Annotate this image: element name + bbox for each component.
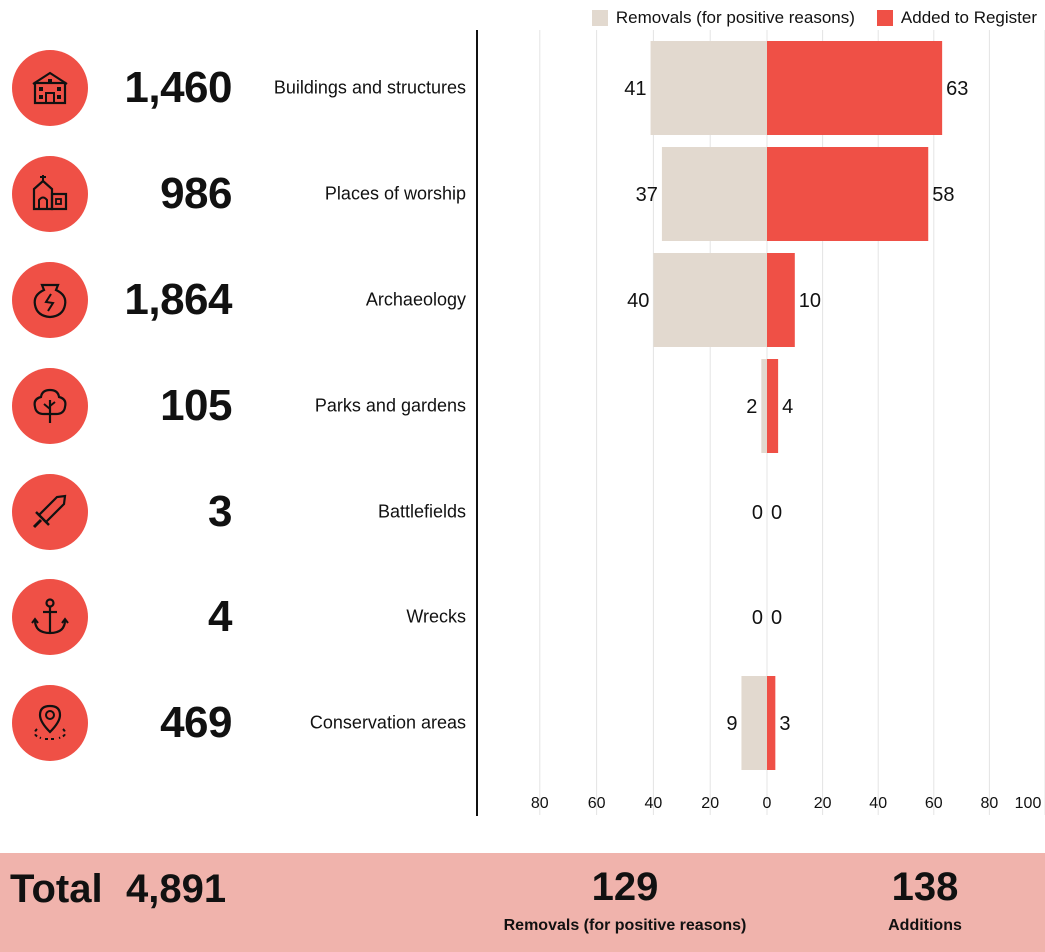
x-tick-label: 40 <box>869 795 887 812</box>
category-label: Buildings and structures <box>273 77 466 98</box>
removals-value-label: 41 <box>624 78 646 100</box>
anchor-icon <box>12 579 88 655</box>
additions-total: 138 Additions <box>850 865 1000 935</box>
removals-bar <box>741 676 767 770</box>
removals-value-label: 2 <box>746 396 757 418</box>
category-label: Archaeology <box>365 289 466 310</box>
category-row: 105 Parks and gardens <box>0 356 480 456</box>
tree-icon <box>12 368 88 444</box>
x-tick-label: 40 <box>645 795 663 812</box>
x-tick-label: 20 <box>814 795 832 812</box>
x-tick-label: 80 <box>981 795 999 812</box>
added-value-label: 10 <box>799 290 821 312</box>
category-row: 1,864 Archaeology <box>0 250 480 350</box>
removals-value-label: 9 <box>726 713 737 735</box>
added-bar <box>767 41 943 135</box>
church-icon <box>12 156 88 232</box>
legend: Removals (for positive reasons) Added to… <box>570 8 1037 28</box>
removals-bar <box>661 147 767 241</box>
category-count: 1,460 <box>124 63 232 112</box>
added-value-label: 63 <box>946 78 968 100</box>
removals-value-label: 37 <box>636 184 658 206</box>
additions-total-label: Additions <box>888 917 962 934</box>
added-value-label: 0 <box>771 607 782 629</box>
legend-swatch-removals <box>591 10 608 26</box>
category-count: 4 <box>208 592 232 641</box>
category-count: 986 <box>160 169 232 218</box>
legend-item-removals: Removals (for positive reasons) <box>591 8 855 28</box>
x-tick-label: 0 <box>763 795 772 812</box>
category-row: 1,460 Buildings and structures <box>0 38 480 138</box>
urn-icon <box>12 262 88 338</box>
legend-item-added: Added to Register <box>876 8 1037 28</box>
removals-bar <box>650 41 767 135</box>
added-value-label: 3 <box>779 713 790 735</box>
total-value: 4,891 <box>126 867 227 911</box>
x-tick-label: 80 <box>531 795 549 812</box>
category-label: Conservation areas <box>309 712 466 733</box>
x-tick-label: 60 <box>925 795 943 812</box>
category-count: 1,864 <box>124 275 232 324</box>
legend-swatch-added <box>876 10 893 26</box>
removals-value-label: 40 <box>627 290 649 312</box>
added-value-label: 58 <box>932 184 954 206</box>
category-panel: 1,460 Buildings and structures 986 Places o… <box>0 0 480 820</box>
category-count: 3 <box>208 487 232 536</box>
category-label: Places of worship <box>324 183 466 204</box>
removals-bar <box>761 359 767 453</box>
removals-bar <box>653 253 767 347</box>
added-value-label: 4 <box>782 396 793 418</box>
category-row: 4 Wrecks <box>0 567 480 667</box>
category-row: 469 Conservation areas <box>0 673 480 773</box>
category-count: 469 <box>160 698 232 747</box>
x-tick-label: 100 <box>1015 795 1042 812</box>
category-label: Battlefields <box>377 501 466 522</box>
added-bar <box>767 253 795 347</box>
x-tick-label: 20 <box>701 795 719 812</box>
map-pin-icon <box>12 685 88 761</box>
x-tick-label: 60 <box>588 795 606 812</box>
legend-label-added: Added to Register <box>900 8 1037 27</box>
removals-total: 129 Removals (for positive reasons) <box>470 865 780 935</box>
removals-total-label: Removals (for positive reasons) <box>503 917 747 934</box>
sword-icon <box>12 474 88 550</box>
axis-line <box>476 30 478 816</box>
added-bar <box>767 147 929 241</box>
added-bar <box>767 676 776 770</box>
removals-value-label: 0 <box>752 607 763 629</box>
removals-value-label: 0 <box>752 502 763 524</box>
category-label: Parks and gardens <box>314 395 466 416</box>
legend-label-removals: Removals (for positive reasons) <box>615 8 855 27</box>
building-icon <box>12 50 88 126</box>
added-value-label: 0 <box>771 502 782 524</box>
totals-footer: Total 4,891 129 Removals (for positive r… <box>0 853 1045 952</box>
added-bar <box>767 359 779 453</box>
category-label: Wrecks <box>406 606 466 627</box>
additions-total-value: 138 <box>891 865 959 909</box>
category-row: 986 Places of worship <box>0 144 480 244</box>
category-count: 105 <box>160 381 232 430</box>
removals-total-value: 129 <box>591 865 659 909</box>
total-label: Total <box>10 867 103 911</box>
category-row: 3 Battlefields <box>0 462 480 562</box>
